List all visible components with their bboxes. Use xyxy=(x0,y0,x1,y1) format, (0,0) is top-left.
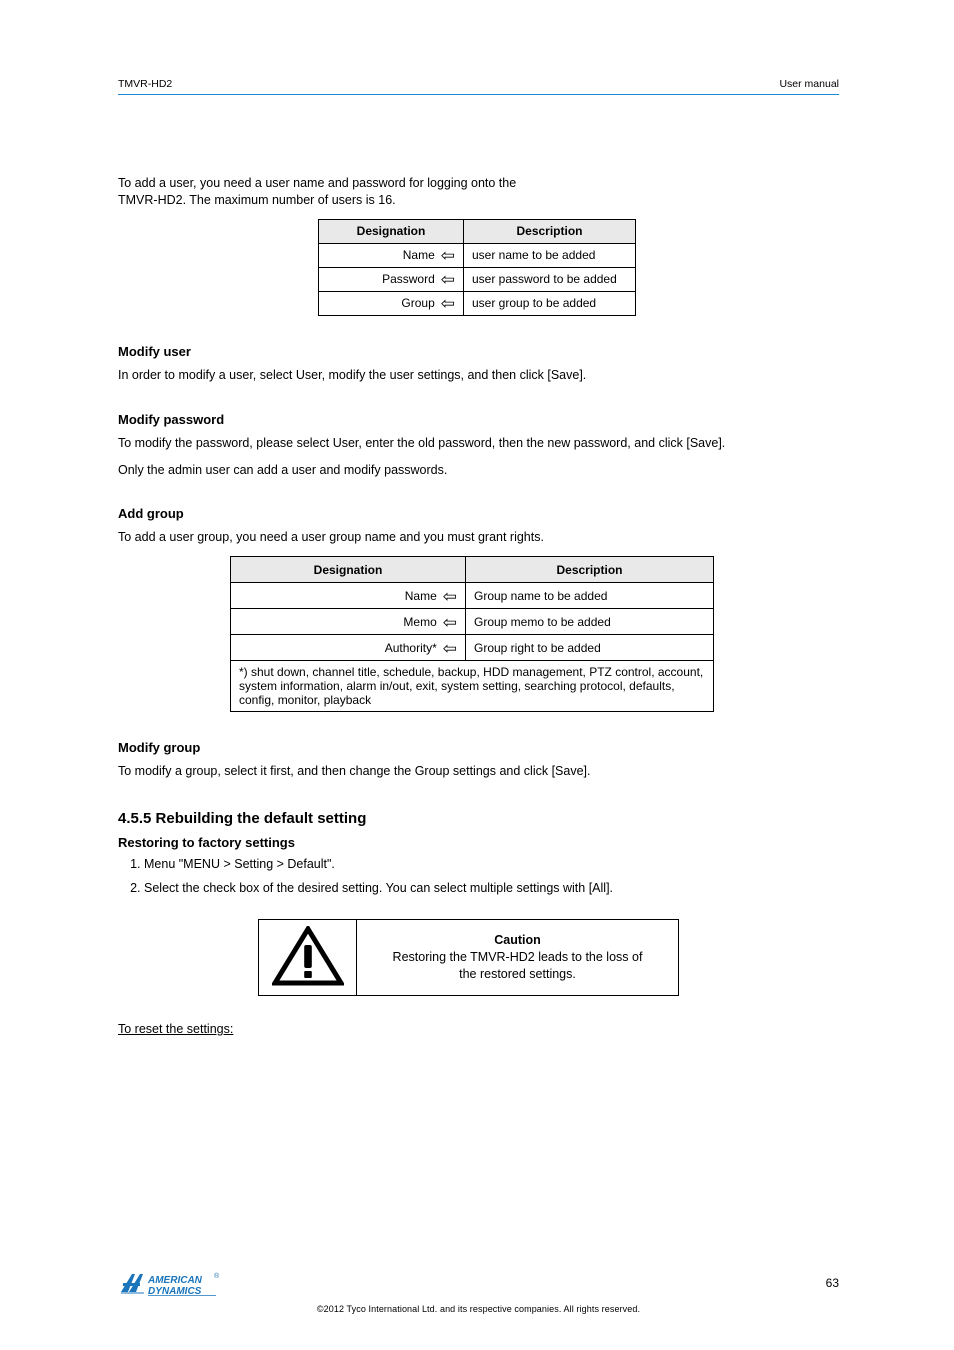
heading-modify-group: Modify group xyxy=(118,740,839,755)
table-row: Name ⇦ user name to be added xyxy=(319,243,636,267)
cell-value: Group name to be added xyxy=(466,583,714,609)
restore-steps: Menu "MENU > Setting > Default". Select … xyxy=(118,856,839,897)
table-header-designation: Designation xyxy=(231,557,466,583)
page: TMVR-HD2 User manual To add a user, you … xyxy=(0,0,954,1350)
header-left: TMVR-HD2 xyxy=(118,78,172,90)
paragraph-modify-user: In order to modify a user, select User, … xyxy=(118,367,839,384)
caution-text-cell: Caution Restoring the TMVR-HD2 leads to … xyxy=(357,920,679,996)
svg-text:AMERICAN: AMERICAN xyxy=(147,1275,203,1286)
page-header: TMVR-HD2 User manual xyxy=(118,78,839,90)
table-row: Memo ⇦ Group memo to be added xyxy=(231,609,714,635)
heading-modify-user: Modify user xyxy=(118,344,839,359)
table-header-row: Designation Description xyxy=(319,219,636,243)
american-dynamics-logo-icon: AMERICAN DYNAMICS ® xyxy=(118,1270,268,1300)
table-footnote-row: *) shut down, channel title, schedule, b… xyxy=(231,661,714,712)
warning-triangle-icon xyxy=(272,926,344,986)
add-group-table: Designation Description Name ⇦ Group name… xyxy=(230,556,714,712)
caution-line-2: Restoring the TMVR-HD2 leads to the loss… xyxy=(369,949,666,966)
header-right: User manual xyxy=(779,78,839,90)
caution-title: Caution xyxy=(494,933,541,947)
add-user-table: Designation Description Name ⇦ user name … xyxy=(318,219,636,316)
paragraph-add-group: To add a user group, you need a user gro… xyxy=(118,529,839,546)
table-row: Group ⇦ user group to be added xyxy=(319,291,636,315)
cell-value: user password to be added xyxy=(464,267,636,291)
footer-logo: AMERICAN DYNAMICS ® xyxy=(118,1270,839,1300)
cell-value: user name to be added xyxy=(464,243,636,267)
table-row: Authority* ⇦ Group right to be added xyxy=(231,635,714,661)
heading-rebuild: 4.5.5 Rebuilding the default setting xyxy=(118,810,839,827)
caution-line-3: the restored settings. xyxy=(369,966,666,983)
cell-label: Password xyxy=(382,272,435,286)
list-item: Menu "MENU > Setting > Default". xyxy=(144,856,839,874)
table-header-description: Description xyxy=(466,557,714,583)
cell-value: user group to be added xyxy=(464,291,636,315)
caution-box: Caution Restoring the TMVR-HD2 leads to … xyxy=(258,919,679,996)
arrow-left-icon: ⇦ xyxy=(441,252,455,261)
list-item: Select the check box of the desired sett… xyxy=(144,880,839,898)
heading-modify-password: Modify password xyxy=(118,412,839,427)
arrow-left-icon: ⇦ xyxy=(441,276,455,285)
header-rule xyxy=(118,94,839,95)
page-footer: AMERICAN DYNAMICS ® ©2012 Tyco Internati… xyxy=(118,1270,839,1314)
to-reset-heading: To reset the settings: xyxy=(118,1022,839,1036)
caution-icon-cell xyxy=(259,920,357,996)
svg-text:®: ® xyxy=(214,1272,220,1280)
cell-value: Group right to be added xyxy=(466,635,714,661)
cell-label: Name xyxy=(405,589,437,603)
cell-label: Authority* xyxy=(385,641,437,655)
arrow-left-icon: ⇦ xyxy=(441,300,455,309)
table-header-description: Description xyxy=(464,219,636,243)
footer-page-number: 63 xyxy=(826,1276,839,1290)
arrow-left-icon: ⇦ xyxy=(443,619,457,628)
table-header-row: Designation Description xyxy=(231,557,714,583)
cell-value: Group memo to be added xyxy=(466,609,714,635)
table-footnote: *) shut down, channel title, schedule, b… xyxy=(231,661,714,712)
arrow-left-icon: ⇦ xyxy=(443,593,457,602)
paragraph-modify-password-2: Only the admin user can add a user and m… xyxy=(118,462,839,479)
cell-label: Name xyxy=(403,248,435,262)
arrow-left-icon: ⇦ xyxy=(443,645,457,654)
table-header-designation: Designation xyxy=(319,219,464,243)
heading-add-group: Add group xyxy=(118,506,839,521)
paragraph-modify-password-1: To modify the password, please select Us… xyxy=(118,435,839,452)
cell-label: Group xyxy=(401,296,434,310)
cell-label: Memo xyxy=(403,615,436,629)
paragraph-modify-group: To modify a group, select it first, and … xyxy=(118,763,839,780)
footer-copyright: ©2012 Tyco International Ltd. and its re… xyxy=(118,1304,839,1314)
intro-paragraph: To add a user, you need a user name and … xyxy=(118,175,839,209)
table-row: Name ⇦ Group name to be added xyxy=(231,583,714,609)
heading-restoring: Restoring to factory settings xyxy=(118,835,839,850)
table-row: Password ⇦ user password to be added xyxy=(319,267,636,291)
